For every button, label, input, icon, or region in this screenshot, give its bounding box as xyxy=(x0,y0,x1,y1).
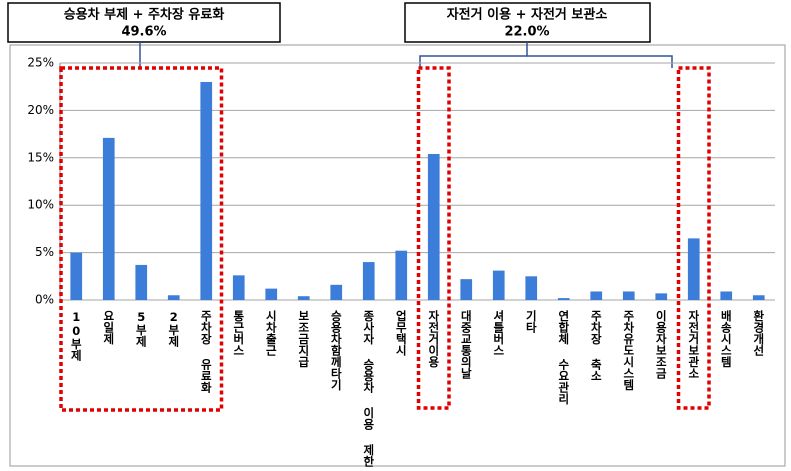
bar xyxy=(102,137,115,300)
annotation-total: 49.6% xyxy=(121,25,166,40)
x-tick-label: 통근버스 xyxy=(232,310,246,356)
annotation-text: 승용차 부제 + 주차장 유료화 xyxy=(64,7,225,23)
x-tick-label: 셔틀버스 xyxy=(492,309,506,356)
bar xyxy=(200,81,213,301)
bar xyxy=(232,275,245,300)
bar xyxy=(297,296,310,300)
x-tick-label: 종사자 승용차 이용 제한 xyxy=(362,310,376,468)
bar xyxy=(265,288,278,300)
group-highlight xyxy=(416,66,451,410)
bar xyxy=(590,291,603,300)
connector xyxy=(139,42,673,68)
x-tick-label: 주차장 축소 xyxy=(589,310,603,382)
bar xyxy=(492,270,505,300)
x-tick-label: 배송시스템 xyxy=(719,309,733,368)
y-tick-label: 10% xyxy=(27,198,54,212)
bar xyxy=(330,284,343,300)
bar xyxy=(135,264,148,300)
bar xyxy=(167,295,180,300)
bar xyxy=(720,291,733,300)
y-tick-label: 0% xyxy=(35,293,54,307)
x-tick-label: 기타 xyxy=(524,309,538,334)
x-tick-label: 주차장 유료화 xyxy=(199,310,213,394)
y-tick-label: 15% xyxy=(27,150,54,164)
bar xyxy=(557,298,570,300)
annotation-box xyxy=(404,2,651,43)
bar xyxy=(687,238,700,300)
x-tick-label: 자전거이용 xyxy=(427,309,441,368)
x-tick-label: 10부제 xyxy=(69,310,83,362)
group-highlight xyxy=(676,66,711,410)
x-tick-label: 연합체 수요관리 xyxy=(557,309,571,405)
annotation-box xyxy=(7,2,281,43)
x-tick-label: 자전거보관소 xyxy=(687,309,701,379)
x-tick-label: 승용차함께타기 xyxy=(329,310,343,391)
x-tick-label: 요일제 xyxy=(102,310,116,345)
bar xyxy=(395,250,408,300)
x-tick-label: 5부제 xyxy=(134,310,148,348)
y-tick-label: 25% xyxy=(27,56,54,70)
bar xyxy=(70,252,83,300)
bar xyxy=(460,279,473,300)
x-tick-label: 업무택시 xyxy=(394,310,408,357)
bar xyxy=(752,295,765,300)
bar xyxy=(622,291,635,300)
y-tick-label: 5% xyxy=(35,245,54,259)
annotation-total: 22.0% xyxy=(504,25,549,40)
chart-frame xyxy=(9,44,786,467)
x-tick-label: 주차유도시스템 xyxy=(622,310,636,391)
bar xyxy=(362,262,375,300)
x-tick-label: 2부제 xyxy=(167,310,181,348)
annotation-text: 자전거 이용 + 자전거 보관소 xyxy=(447,7,608,23)
bar xyxy=(655,293,668,300)
x-tick-label: 환경개선 xyxy=(752,309,766,357)
x-tick-label: 대중교통의날 xyxy=(459,309,473,380)
x-tick-label: 시차출근 xyxy=(264,310,278,357)
y-tick-label: 20% xyxy=(27,103,54,117)
x-tick-label: 보조금지급 xyxy=(297,310,311,368)
bar xyxy=(525,276,538,300)
x-tick-label: 이용자보조금 xyxy=(654,309,668,380)
group-highlight xyxy=(59,66,224,412)
bar xyxy=(427,154,440,300)
